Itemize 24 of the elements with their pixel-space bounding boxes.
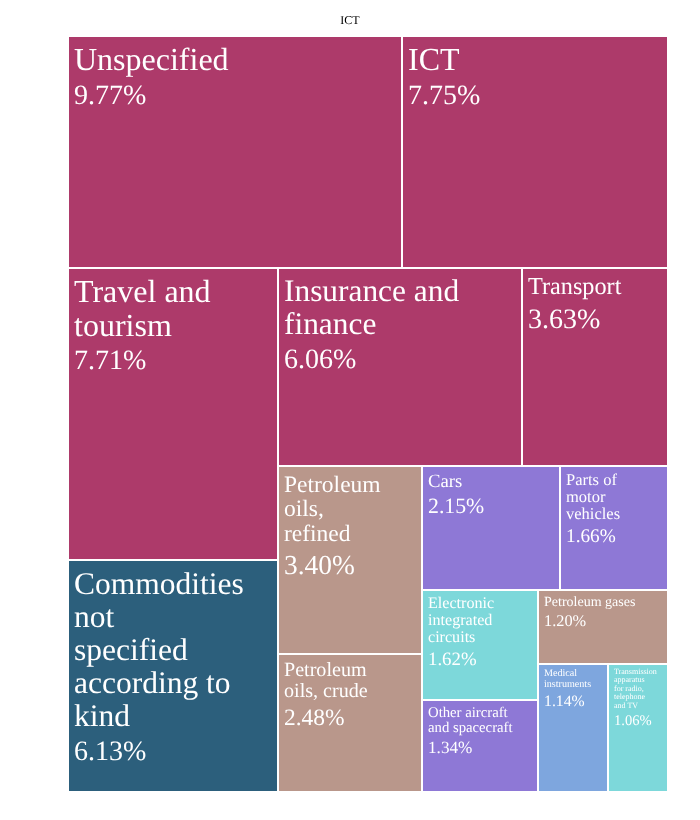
category-label: Petroleum oils, crude — [284, 660, 369, 704]
category-label: Transport — [528, 272, 623, 301]
data-label: 6.06% — [284, 345, 357, 376]
category-label: ICT — [408, 44, 460, 78]
data-label: 1.20% — [544, 611, 587, 630]
data-label: 9.77% — [74, 81, 147, 112]
category-label: Cars — [428, 472, 463, 493]
data-label: 1.62% — [428, 650, 477, 671]
data-label: 6.13% — [74, 737, 147, 768]
data-label: 3.40% — [284, 549, 355, 580]
data-label: 1.66% — [566, 526, 616, 549]
data-label: 7.75% — [408, 81, 481, 112]
category-label: Electronic integrated circuits — [428, 594, 495, 647]
category-label: Insurance and finance — [284, 275, 460, 343]
category-label: Parts of motor vehicles — [566, 470, 621, 524]
data-label: 2.15% — [428, 494, 485, 519]
category-label: Travel and tourism — [74, 276, 211, 344]
data-label: 3.63% — [528, 305, 601, 336]
data-label: 2.48% — [284, 705, 346, 732]
category-label: Commodities not specified according to kind — [74, 567, 244, 734]
data-label: 1.34% — [428, 736, 473, 757]
category-label: Unspecified — [74, 44, 229, 78]
data-label: 7.71% — [74, 347, 147, 378]
category-label: Petroleum oils, refined — [284, 471, 381, 547]
